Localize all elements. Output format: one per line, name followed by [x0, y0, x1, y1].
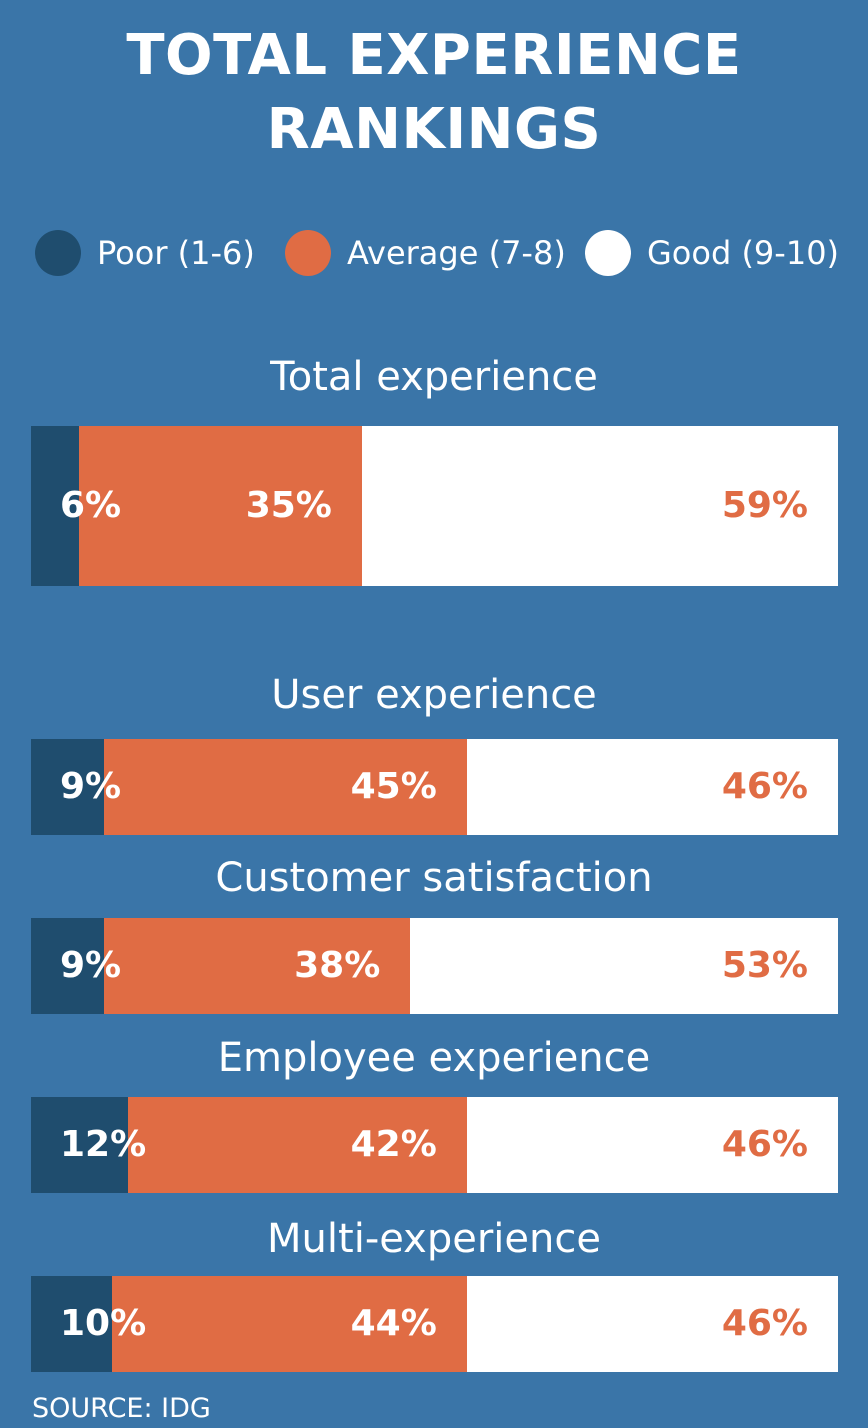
bar-segment-poor [31, 918, 104, 1014]
data-label-poor: 9% [60, 945, 122, 986]
bar-total-experience: 6% 35% 59% [31, 426, 838, 586]
bar-segment-average [103, 739, 467, 835]
bar-segment-average [79, 426, 362, 586]
legend-swatch-average [285, 230, 331, 276]
data-label-poor: 12% [60, 1124, 147, 1165]
bar-segment-good [361, 426, 838, 586]
bar-segment-poor [31, 1276, 112, 1372]
legend-item-good: Good (9-10) [585, 230, 839, 276]
category-label-total-experience: Total experience [270, 354, 598, 400]
data-label-average: 45% [350, 766, 437, 807]
data-label-good: 53% [721, 945, 808, 986]
bar-segment-average [103, 918, 411, 1014]
legend-label-average: Average (7-8) [347, 234, 566, 272]
bar-segment-poor [31, 1097, 128, 1193]
bar-segment-poor [31, 739, 104, 835]
bar-segment-good [410, 918, 838, 1014]
legend-label-poor: Poor (1-6) [97, 234, 255, 272]
legend-label-good: Good (9-10) [647, 234, 840, 272]
data-label-good: 46% [721, 1303, 808, 1344]
bar-multi-experience: 10% 44% 46% [31, 1276, 838, 1372]
legend-swatch-good [585, 230, 631, 276]
category-label-employee-experience: Employee experience [217, 1035, 651, 1081]
bar-employee-experience: 12% 42% 46% [31, 1097, 838, 1193]
data-label-good: 46% [721, 766, 808, 807]
data-label-poor: 9% [60, 766, 122, 807]
bar-segment-good [466, 1276, 838, 1372]
bar-segment-good [466, 1097, 838, 1193]
bar-customer-satisfaction: 9% 38% 53% [31, 918, 838, 1014]
data-label-poor: 10% [60, 1303, 147, 1344]
source-note: SOURCE: IDG [32, 1393, 211, 1424]
data-label-average: 35% [245, 485, 332, 526]
bar-segment-good [466, 739, 838, 835]
bar-user-experience: 9% 45% 46% [31, 739, 838, 835]
legend-item-average: Average (7-8) [285, 230, 566, 276]
category-label-multi-experience: Multi-experience [267, 1216, 601, 1262]
chart-title-line-1: TOTAL EXPERIENCE [126, 23, 742, 88]
bar-segment-poor [31, 426, 80, 586]
category-label-user-experience: User experience [271, 672, 597, 718]
legend-item-poor: Poor (1-6) [35, 230, 255, 276]
data-label-average: 44% [350, 1303, 437, 1344]
data-label-average: 38% [294, 945, 381, 986]
bar-segment-average [111, 1276, 467, 1372]
data-label-good: 59% [721, 485, 808, 526]
data-label-average: 42% [350, 1124, 437, 1165]
category-label-customer-satisfaction: Customer satisfaction [215, 855, 653, 901]
data-label-good: 46% [721, 1124, 808, 1165]
data-label-poor: 6% [60, 485, 122, 526]
bar-segment-average [127, 1097, 467, 1193]
legend-swatch-poor [35, 230, 81, 276]
chart-title-line-2: RANKINGS [266, 97, 602, 162]
